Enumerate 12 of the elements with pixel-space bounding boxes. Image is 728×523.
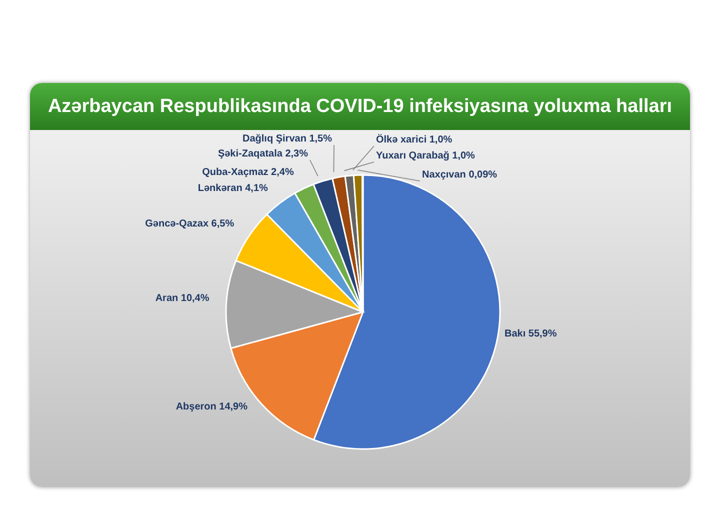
slice-label: Abşeron 14,9% (176, 401, 248, 412)
slice-label: Aran 10,4% (155, 292, 210, 304)
slice-label: Naxçıvan 0,09% (422, 170, 498, 180)
chart-title: Azərbaycan Respublikasında COVID-19 infeksiyasına yoluxma halları (30, 83, 690, 130)
slice-label: Lənkəran 4,1% (198, 182, 268, 194)
slice-label: Şəki-Zaqatala 2,3% (218, 148, 308, 160)
slice-label: Yuxarı Qarabağ 1,0% (376, 150, 476, 162)
slice-label: Dağlıq Şirvan 1,5% (242, 134, 332, 144)
slice-label: Quba-Xaçmaz 2,4% (202, 167, 294, 178)
slice-label: Gəncə-Qazax 6,5% (145, 218, 234, 230)
slice-label: Bakı 55,9% (504, 328, 557, 340)
slice-label: Ölkə xarici 1,0% (376, 134, 452, 146)
